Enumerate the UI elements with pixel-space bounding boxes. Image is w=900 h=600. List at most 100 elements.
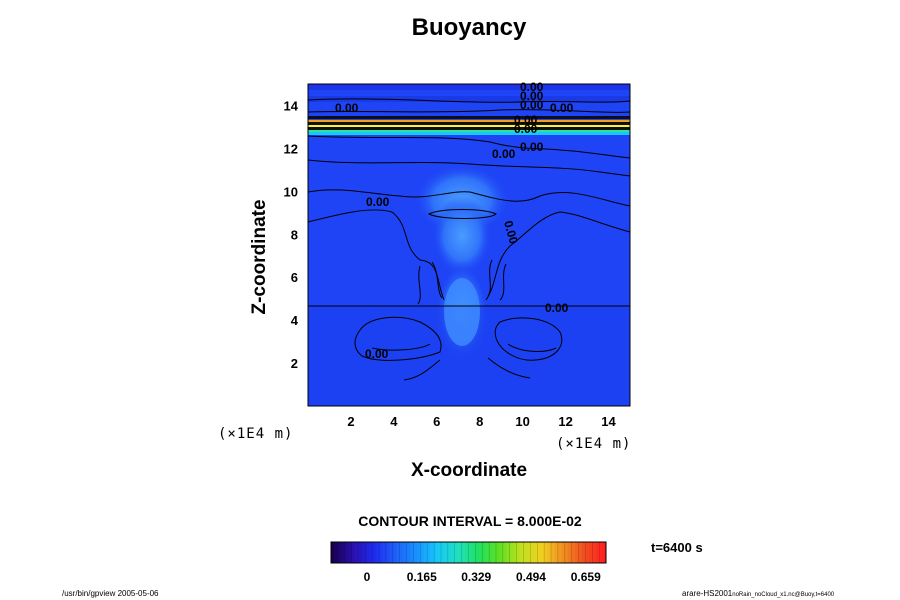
contour-interval: CONTOUR INTERVAL = 8.000E-02 (358, 513, 582, 529)
colorbar-swatch (547, 542, 552, 563)
colorbar-swatch (537, 542, 542, 563)
colorbar-swatch (499, 542, 504, 563)
colorbar-swatch (403, 542, 408, 563)
colorbar-swatch (557, 542, 562, 563)
colorbar-swatch (368, 542, 373, 563)
colorbar-swatch (530, 542, 535, 563)
colorbar-swatch (581, 542, 586, 563)
chart-title: Buoyancy (411, 14, 527, 41)
footer-right-main: arare-HS2001 (682, 589, 733, 598)
contour-field (308, 84, 630, 406)
colorbar-swatch (471, 542, 476, 563)
colorbar-swatch (365, 542, 370, 563)
colorbar-swatch (506, 542, 511, 563)
y-tick-label: 12 (284, 141, 298, 156)
contour-label: 0.00 (520, 89, 544, 103)
colorbar-swatch (358, 542, 363, 563)
colorbar-swatch (492, 542, 497, 563)
colorbar-swatch (575, 542, 579, 563)
colorbar-swatch (520, 542, 524, 563)
colorbar-swatch (427, 542, 432, 563)
colorbar-swatch (372, 542, 377, 563)
x-tick-label: 8 (476, 414, 483, 429)
x-tick-label: 6 (433, 414, 440, 429)
contour-label: 0.00 (335, 101, 359, 115)
colorbar-swatch (568, 542, 573, 563)
colorbar-swatch (331, 542, 335, 563)
x-tick-label: 14 (601, 414, 616, 429)
colorbar-swatch (478, 542, 483, 563)
contour-label: 0.00 (365, 347, 389, 361)
contour-label: 0.00 (545, 301, 569, 315)
colorbar-swatch (341, 542, 346, 563)
colorbar-swatch (458, 542, 463, 563)
colorbar-tick-label: 0.165 (407, 570, 437, 584)
colorbar-swatch (461, 542, 466, 563)
y-tick-label: 8 (291, 227, 298, 242)
x-tick-label: 12 (558, 414, 572, 429)
colorbar-swatch (513, 542, 518, 563)
colorbar-swatch (348, 542, 353, 563)
colorbar-ticks: 0 0.165 0.329 0.494 0.659 (364, 570, 601, 584)
colorbar-tick-label: 0.329 (461, 570, 491, 584)
y-tick-label: 2 (291, 356, 298, 371)
y-tick-label: 4 (291, 313, 299, 328)
colorbar-tick-label: 0.659 (571, 570, 601, 584)
colorbar-swatch (413, 542, 418, 563)
colorbar-swatch (447, 542, 452, 563)
colorbar-swatch (592, 542, 597, 563)
colorbar-swatch (334, 542, 339, 563)
colorbar (330, 541, 607, 564)
colorbar-swatch (344, 542, 349, 563)
contour-label: 0.00 (520, 98, 544, 112)
contour-label: 0.00 (514, 113, 538, 127)
y-unit-label: (×1E4 m) (218, 426, 294, 442)
colorbar-swatch (386, 542, 390, 563)
colorbar-swatch (509, 542, 514, 563)
colorbar-swatch (485, 542, 490, 563)
colorbar-swatch (416, 542, 421, 563)
colorbar-swatch (410, 542, 414, 563)
y-ticks: 2 4 6 8 10 12 14 (284, 98, 299, 371)
colorbar-swatch (475, 542, 480, 563)
colorbar-swatch (554, 542, 559, 563)
colorbar-swatch (434, 542, 438, 563)
colorbar-swatch (351, 542, 356, 563)
x-axis-label: X-coordinate (410, 460, 528, 481)
footer-left: /usr/bin/gpview 2005-05-06 (62, 589, 159, 598)
colorbar-swatch (355, 542, 359, 563)
colorbar-swatch (551, 542, 555, 563)
colorbar-swatch (451, 542, 456, 563)
colorbar-swatch (516, 542, 521, 563)
x-tick-label: 4 (390, 414, 398, 429)
colorbar-swatch (595, 542, 600, 563)
colorbar-swatch (482, 542, 487, 563)
colorbar-swatch (399, 542, 404, 563)
y-tick-label: 6 (291, 270, 298, 285)
colorbar-swatch (423, 542, 428, 563)
colorbar-swatch (430, 542, 435, 563)
contour-labels: 0.00 0.00 0.00 0.00 0.00 0.00 0.00 0.00 … (335, 80, 574, 361)
plot-frame (307, 83, 631, 407)
colorbar-swatch (468, 542, 473, 563)
colorbar-swatch (602, 542, 607, 563)
colorbar-swatch (379, 542, 383, 563)
colorbar-swatch (375, 542, 380, 563)
y-axis-label: Z-coordinate (249, 199, 270, 315)
footer-right: arare-HS2001noRain_noCloud_x1.nc@Buoy,t=… (682, 589, 834, 598)
colorbar-swatch (533, 542, 538, 563)
colorbar-swatch (361, 542, 366, 563)
colorbar-swatch (561, 542, 566, 563)
colorbar-swatch (544, 542, 548, 563)
contour-label: 0.00 (520, 140, 544, 154)
colorbar-swatch (502, 542, 507, 563)
colorbar-swatch (564, 542, 569, 563)
contour-label: 0.00 (520, 80, 544, 94)
colorbar-swatch (571, 542, 576, 563)
colorbar-swatch (396, 542, 401, 563)
colorbar-tick-label: 0 (364, 570, 371, 584)
x-tick-label: 2 (347, 414, 354, 429)
colorbar-swatch (454, 542, 459, 563)
x-ticks: 2 4 6 8 10 12 14 (347, 414, 616, 429)
